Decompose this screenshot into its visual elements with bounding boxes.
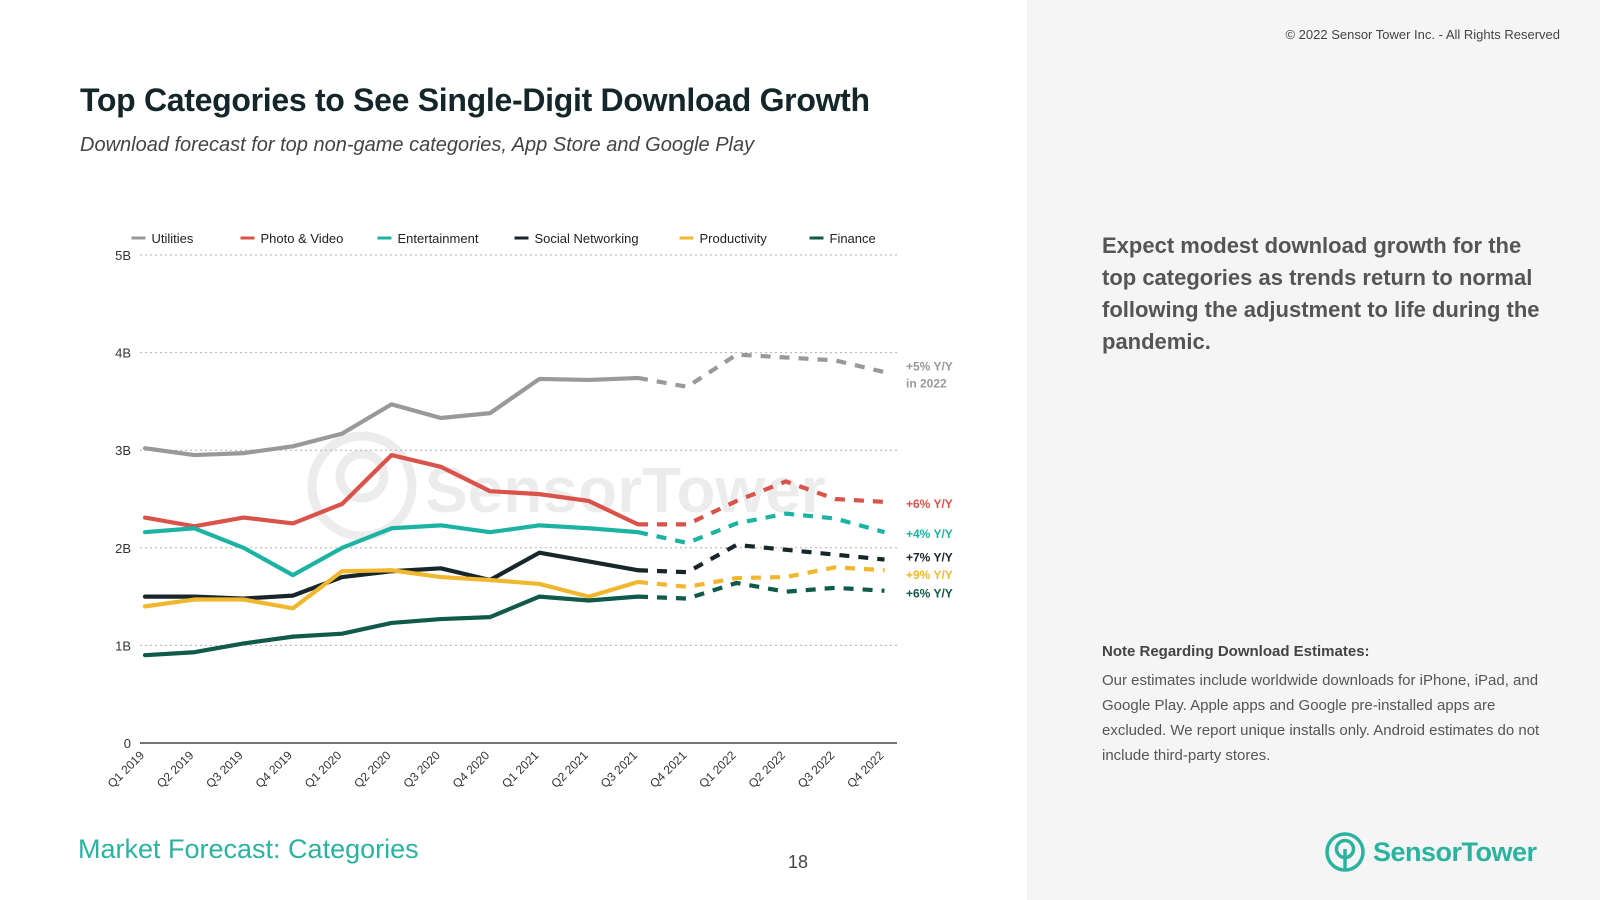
x-tick-label: Q4 2019 bbox=[253, 748, 296, 791]
x-tick-label: Q2 2021 bbox=[548, 748, 591, 791]
legend-label: Productivity bbox=[700, 231, 768, 246]
x-tick-label: Q3 2021 bbox=[598, 748, 641, 791]
copyright-text: © 2022 Sensor Tower Inc. - All Rights Re… bbox=[1285, 27, 1560, 42]
legend-label: Photo & Video bbox=[261, 231, 344, 246]
x-tick-label: Q2 2022 bbox=[746, 748, 789, 791]
slide-right-panel bbox=[1027, 0, 1600, 900]
x-tick-label: Q2 2019 bbox=[154, 748, 197, 791]
legend-label: Finance bbox=[830, 231, 876, 246]
series-line-actual bbox=[142, 375, 641, 458]
sensortower-logo: SensorTower bbox=[1325, 828, 1537, 876]
series-line-forecast bbox=[637, 542, 885, 575]
series-line-forecast bbox=[637, 511, 886, 546]
x-tick-label: Q3 2019 bbox=[203, 748, 246, 791]
y-tick-label: 3B bbox=[115, 443, 131, 458]
series-line-actual bbox=[142, 594, 641, 658]
series-line-forecast bbox=[638, 479, 885, 527]
x-tick-label: Q1 2020 bbox=[302, 748, 345, 791]
note-title: Note Regarding Download Estimates: bbox=[1102, 643, 1370, 660]
x-tick-label: Q3 2022 bbox=[795, 748, 838, 791]
y-tick-label: 0 bbox=[124, 736, 131, 751]
page-title: Top Categories to See Single-Digit Downl… bbox=[80, 82, 870, 118]
x-tick-label: Q1 2022 bbox=[696, 748, 739, 791]
series-line-forecast bbox=[637, 580, 885, 601]
y-tick-label: 4B bbox=[115, 346, 131, 361]
section-label: Market Forecast: Categories bbox=[78, 834, 419, 864]
logo-text: SensorTower bbox=[1373, 836, 1537, 867]
legend-label: Utilities bbox=[152, 231, 194, 246]
series-end-label: +5% Y/Y bbox=[906, 359, 953, 373]
x-tick-label: Q4 2021 bbox=[647, 748, 690, 791]
y-tick-label: 1B bbox=[115, 638, 131, 653]
series-line-forecast bbox=[637, 352, 885, 389]
y-tick-label: 2B bbox=[115, 541, 131, 556]
page-subtitle: Download forecast for top non-game categ… bbox=[80, 134, 755, 156]
note-text: Our estimates include worldwide download… bbox=[1102, 672, 1540, 764]
x-tick-label: Q1 2021 bbox=[499, 748, 542, 791]
insight-text: Expect modest download growth for the to… bbox=[1102, 233, 1540, 354]
series-line-actual bbox=[142, 523, 641, 578]
series-end-label: +6% Y/Y bbox=[906, 587, 953, 601]
x-tick-label: Q3 2020 bbox=[400, 748, 443, 791]
series-end-label: +4% Y/Y bbox=[906, 527, 953, 541]
x-tick-label: Q4 2022 bbox=[844, 748, 887, 791]
page-number: 18 bbox=[788, 852, 809, 872]
x-tick-label: Q1 2019 bbox=[105, 748, 148, 791]
series-line-forecast bbox=[637, 565, 885, 589]
sensortower-logo-icon bbox=[1325, 832, 1365, 872]
series-end-label: +7% Y/Y bbox=[906, 551, 953, 565]
legend-label: Entertainment bbox=[398, 231, 479, 246]
legend-label: Social Networking bbox=[535, 231, 639, 246]
series-end-label: +6% Y/Y bbox=[906, 497, 953, 511]
series-end-label: in 2022 bbox=[906, 376, 947, 390]
series-line-actual bbox=[142, 452, 641, 529]
x-tick-label: Q2 2020 bbox=[351, 748, 394, 791]
y-tick-label: 5B bbox=[115, 248, 131, 263]
series-end-label: +9% Y/Y bbox=[906, 568, 953, 582]
series-line-actual bbox=[142, 568, 641, 611]
x-tick-label: Q4 2020 bbox=[450, 748, 493, 791]
